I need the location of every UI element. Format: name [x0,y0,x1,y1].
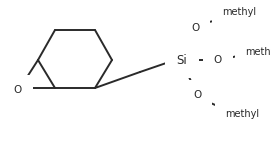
Text: methyl: methyl [222,7,256,17]
Text: methyl: methyl [245,47,271,57]
Text: O: O [14,85,22,95]
Text: O: O [191,23,199,33]
Text: O: O [193,90,201,100]
Text: methyl: methyl [225,109,259,119]
Text: Si: Si [177,53,187,67]
Text: O: O [214,55,222,65]
